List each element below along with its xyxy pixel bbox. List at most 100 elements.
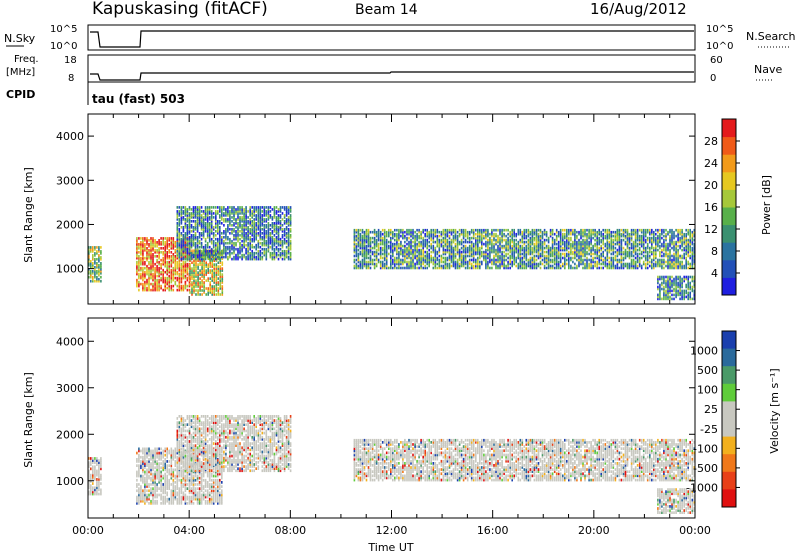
power-echo-cell [223, 256, 225, 259]
power-echo-cell [435, 241, 437, 244]
power-echo-cell [639, 257, 641, 260]
power-echo-cell [171, 285, 173, 288]
power-echo-cell [384, 229, 386, 232]
power-echo-cell [394, 243, 396, 246]
power-echo-cell [406, 237, 408, 240]
power-echo-cell [94, 258, 96, 261]
power-echo-cell [683, 276, 685, 279]
power-echo-cell [274, 238, 276, 241]
power-echo-cell [201, 232, 203, 235]
power-echo-cell [657, 294, 659, 297]
power-echo-cell [467, 255, 469, 258]
power-echo-cell [356, 235, 358, 238]
power-echo-cell [160, 241, 162, 244]
power-echo-cell [689, 229, 691, 232]
power-echo-cell [663, 267, 665, 270]
power-echo-cell [229, 246, 231, 249]
power-echo-cell [160, 271, 162, 274]
power-echo-cell [430, 255, 432, 258]
freq-tick-top: 18 [64, 55, 77, 66]
power-echo-cell [422, 229, 424, 232]
power-echo-cell [661, 243, 663, 246]
power-echo-cell [515, 243, 517, 246]
power-echo-cell [144, 267, 146, 270]
power-echo-cell [177, 222, 179, 225]
power-echo-cell [582, 239, 584, 242]
power-echo-cell [613, 257, 615, 260]
power-echo-cell [402, 259, 404, 262]
power-echo-cell [276, 246, 278, 249]
power-echo-cell [358, 249, 360, 252]
power-echo-cell [396, 257, 398, 260]
power-echo-cell [641, 265, 643, 268]
power-echo-cell [217, 256, 219, 259]
power-echo-cell [605, 229, 607, 232]
power-echo-cell [669, 229, 671, 232]
power-echo-cell [598, 229, 600, 232]
power-echo-cell [459, 249, 461, 252]
power-echo-cell [223, 212, 225, 215]
power-echo-cell [524, 241, 526, 244]
power-echo-cell [213, 226, 215, 229]
power-echo-cell [191, 224, 193, 227]
power-echo-cell [649, 247, 651, 250]
power-echo-cell [223, 240, 225, 243]
power-echo-cell [692, 298, 694, 301]
power-echo-cell [251, 244, 253, 247]
power-echo-cell [621, 239, 623, 242]
power-echo-cell [661, 249, 663, 252]
power-echo-cell [262, 252, 264, 255]
power-echo-cell [227, 206, 229, 209]
power-echo-cell [278, 258, 280, 261]
power-echo-cell [187, 238, 189, 241]
power-echo-cell [197, 263, 199, 266]
power-echo-cell [542, 231, 544, 234]
power-echo-cell [177, 261, 179, 264]
power-echo-cell [201, 289, 203, 292]
power-echo-cell [562, 229, 564, 232]
power-echo-cell [663, 239, 665, 242]
power-echo-cell [199, 269, 201, 272]
power-echo-cell [617, 249, 619, 252]
power-echo-cell [647, 237, 649, 240]
power-echo-cell [282, 240, 284, 243]
power-echo-cell [447, 257, 449, 260]
power-echo-cell [503, 255, 505, 258]
power-echo-cell [195, 206, 197, 209]
power-echo-cell [453, 247, 455, 250]
power-echo-cell [266, 248, 268, 251]
power-echo-cell [366, 245, 368, 248]
power-echo-cell [255, 252, 257, 255]
power-echo-cell [596, 261, 598, 264]
power-echo-cell [171, 237, 173, 240]
power-echo-cell [270, 210, 272, 213]
power-echo-cell [524, 229, 526, 232]
power-echo-cell [649, 237, 651, 240]
power-echo-cell [550, 229, 552, 232]
power-echo-cell [282, 228, 284, 231]
power-echo-cell [623, 247, 625, 250]
power-echo-cell [420, 231, 422, 234]
power-echo-cell [509, 255, 511, 258]
power-echo-cell [235, 208, 237, 211]
power-echo-cell [358, 265, 360, 268]
power-echo-cell [667, 253, 669, 256]
power-echo-cell [219, 214, 221, 217]
power-echo-cell [566, 259, 568, 262]
power-echo-cell [554, 233, 556, 236]
power-echo-cell [532, 247, 534, 250]
power-echo-cell [181, 206, 183, 209]
power-echo-cell [477, 229, 479, 232]
freq-panel [88, 55, 695, 82]
power-echo-cell [584, 229, 586, 232]
power-echo-cell [540, 261, 542, 264]
power-echo-cell [590, 229, 592, 232]
power-echo-cell [536, 263, 538, 266]
power-echo-cell [227, 218, 229, 221]
power-echo-cell [677, 229, 679, 232]
power-echo-cell [253, 252, 255, 255]
power-echo-cell [179, 273, 181, 276]
power-echo-cell [154, 239, 156, 242]
power-echo-cell [657, 249, 659, 252]
